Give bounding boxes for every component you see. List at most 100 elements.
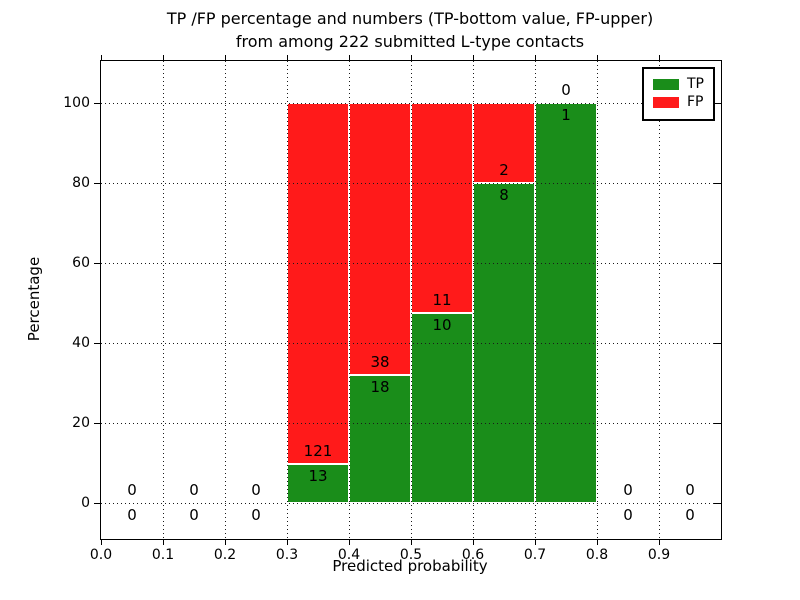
- legend-swatch-tp: [653, 79, 679, 90]
- y-tick-left: [94, 423, 101, 424]
- x-tick-bottom: [225, 539, 226, 545]
- annotation-tp-count: 13: [308, 467, 328, 486]
- annotation-fp-count: 0: [189, 481, 199, 499]
- y-tick-right: [714, 103, 721, 104]
- gridline-x: [659, 61, 660, 539]
- legend: TP FP: [642, 67, 715, 121]
- x-tick-bottom: [287, 539, 288, 545]
- x-tick-label: 0.0: [89, 547, 113, 563]
- gridline-x: [287, 61, 288, 539]
- legend-item-fp: FP: [653, 95, 704, 110]
- annotation-tp-count: 10: [432, 315, 452, 334]
- bar-fp: [349, 103, 411, 375]
- annotation-tp-count: 0: [251, 506, 261, 524]
- legend-label-fp: FP: [687, 94, 704, 110]
- gridline-y: [101, 503, 721, 504]
- gridline-y: [101, 183, 721, 184]
- annotation-fp-count: 0: [127, 481, 137, 499]
- x-tick-top: [535, 55, 536, 61]
- x-tick-top: [163, 55, 164, 61]
- bar-tp: [287, 464, 349, 503]
- gridline-x: [349, 61, 350, 539]
- gridline-x: [411, 61, 412, 539]
- legend-item-tp: TP: [653, 77, 704, 92]
- gridline-x: [225, 61, 226, 539]
- y-tick-left: [94, 103, 101, 104]
- y-tick-left: [94, 263, 101, 264]
- annotation-fp-count: 38: [370, 352, 390, 371]
- y-tick-left: [94, 503, 101, 504]
- legend-label-tp: TP: [687, 76, 704, 92]
- y-tick-right: [714, 263, 721, 264]
- y-tick-right: [714, 183, 721, 184]
- bar-fp: [411, 103, 473, 313]
- x-tick-top: [473, 55, 474, 61]
- x-axis-label: Predicted probability: [332, 557, 488, 575]
- gridline-x: [473, 61, 474, 539]
- x-tick-bottom: [473, 539, 474, 545]
- y-tick-label: 40: [72, 335, 90, 351]
- bar-tp: [411, 312, 473, 503]
- x-tick-label: 0.8: [585, 547, 609, 563]
- gridline-x: [535, 61, 536, 539]
- annotation-tp-count: 0: [189, 506, 199, 524]
- y-tick-label: 60: [72, 255, 90, 271]
- x-tick-top: [659, 55, 660, 61]
- annotation-fp-count: 0: [623, 481, 633, 499]
- x-tick-bottom: [411, 539, 412, 545]
- x-tick-top: [287, 55, 288, 61]
- y-tick-label: 100: [63, 95, 90, 111]
- bar-fp: [287, 103, 349, 465]
- y-tick-label: 0: [81, 495, 90, 511]
- x-tick-top: [411, 55, 412, 61]
- x-tick-label: 0.3: [275, 547, 299, 563]
- chart-title-line2: from among 222 submitted L-type contacts: [235, 32, 585, 51]
- x-tick-bottom: [597, 539, 598, 545]
- annotation-fp-count: 0: [685, 481, 695, 499]
- annotation-fp-count: 121: [303, 442, 333, 461]
- x-tick-label: 0.2: [213, 547, 237, 563]
- chart-title: TP /FP percentage and numbers (TP-bottom…: [100, 7, 720, 53]
- y-tick-right: [714, 343, 721, 344]
- gridline-x: [163, 61, 164, 539]
- annotation-fp-count: 11: [432, 290, 452, 309]
- gridline-y: [101, 343, 721, 344]
- x-tick-bottom: [535, 539, 536, 545]
- y-axis-label: Percentage: [25, 256, 43, 342]
- annotation-fp-count: 2: [499, 161, 509, 179]
- annotation-tp-count: 0: [685, 506, 695, 524]
- annotation-tp-count: 0: [127, 506, 137, 524]
- gridline-x: [597, 61, 598, 539]
- x-tick-top: [349, 55, 350, 61]
- y-tick-label: 80: [72, 175, 90, 191]
- x-tick-bottom: [349, 539, 350, 545]
- annotation-fp-count: 0: [561, 81, 571, 99]
- x-tick-top: [225, 55, 226, 61]
- x-tick-label: 0.1: [151, 547, 175, 563]
- y-tick-left: [94, 183, 101, 184]
- x-tick-top: [597, 55, 598, 61]
- y-tick-label: 20: [72, 415, 90, 431]
- annotation-tp-count: 8: [499, 186, 509, 204]
- bar-tp: [349, 374, 411, 503]
- annotation-tp-count: 18: [370, 377, 390, 396]
- gridline-y: [101, 103, 721, 104]
- gridline-y: [101, 263, 721, 264]
- x-tick-bottom: [163, 539, 164, 545]
- x-tick-label: 0.9: [647, 547, 671, 563]
- bar-tp: [535, 103, 597, 503]
- y-tick-left: [94, 343, 101, 344]
- x-tick-label: 0.6: [461, 547, 485, 563]
- x-tick-top: [101, 55, 102, 61]
- bar-fp: [473, 103, 535, 183]
- x-tick-label: 0.4: [337, 547, 361, 563]
- x-tick-label: 0.7: [523, 547, 547, 563]
- x-tick-bottom: [659, 539, 660, 545]
- annotation-tp-count: 0: [623, 506, 633, 524]
- gridline-y: [101, 423, 721, 424]
- annotation-tp-count: 1: [561, 106, 571, 124]
- plot-area: TP FP 0.0 0.1 0.2 0.3 0.4 0.5 0.6 0.7 0.8 0.9 0 20 4…: [63, 55, 722, 563]
- legend-swatch-fp: [653, 97, 679, 108]
- y-tick-right: [714, 423, 721, 424]
